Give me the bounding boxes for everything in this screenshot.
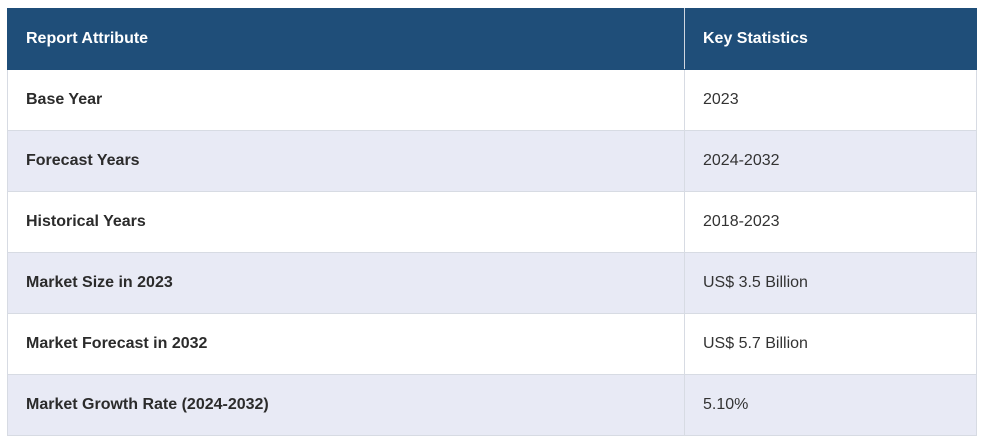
report-attributes-table: Report Attribute Key Statistics Base Yea… (7, 8, 977, 436)
row-attribute: Forecast Years (7, 130, 685, 192)
header-key-statistics: Key Statistics (684, 8, 977, 70)
table-row: Forecast Years 2024-2032 (7, 130, 977, 192)
row-attribute: Market Size in 2023 (7, 252, 685, 314)
table-header: Report Attribute Key Statistics (7, 8, 977, 70)
table-body: Base Year 2023 Forecast Years 2024-2032 … (7, 69, 977, 436)
row-value: US$ 3.5 Billion (684, 252, 977, 314)
row-attribute: Base Year (7, 69, 685, 131)
row-attribute: Historical Years (7, 191, 685, 253)
table-row: Historical Years 2018-2023 (7, 191, 977, 253)
row-value: 5.10% (684, 374, 977, 436)
table-row: Market Size in 2023 US$ 3.5 Billion (7, 252, 977, 314)
row-value: 2018-2023 (684, 191, 977, 253)
row-attribute: Market Growth Rate (2024-2032) (7, 374, 685, 436)
report-attributes-table-container: Report Attribute Key Statistics Base Yea… (7, 8, 977, 436)
header-row: Report Attribute Key Statistics (7, 8, 977, 70)
row-value: US$ 5.7 Billion (684, 313, 977, 375)
table-row: Market Growth Rate (2024-2032) 5.10% (7, 374, 977, 436)
header-report-attribute: Report Attribute (7, 8, 685, 70)
row-value: 2023 (684, 69, 977, 131)
table-row: Market Forecast in 2032 US$ 5.7 Billion (7, 313, 977, 375)
table-row: Base Year 2023 (7, 69, 977, 131)
row-value: 2024-2032 (684, 130, 977, 192)
row-attribute: Market Forecast in 2032 (7, 313, 685, 375)
